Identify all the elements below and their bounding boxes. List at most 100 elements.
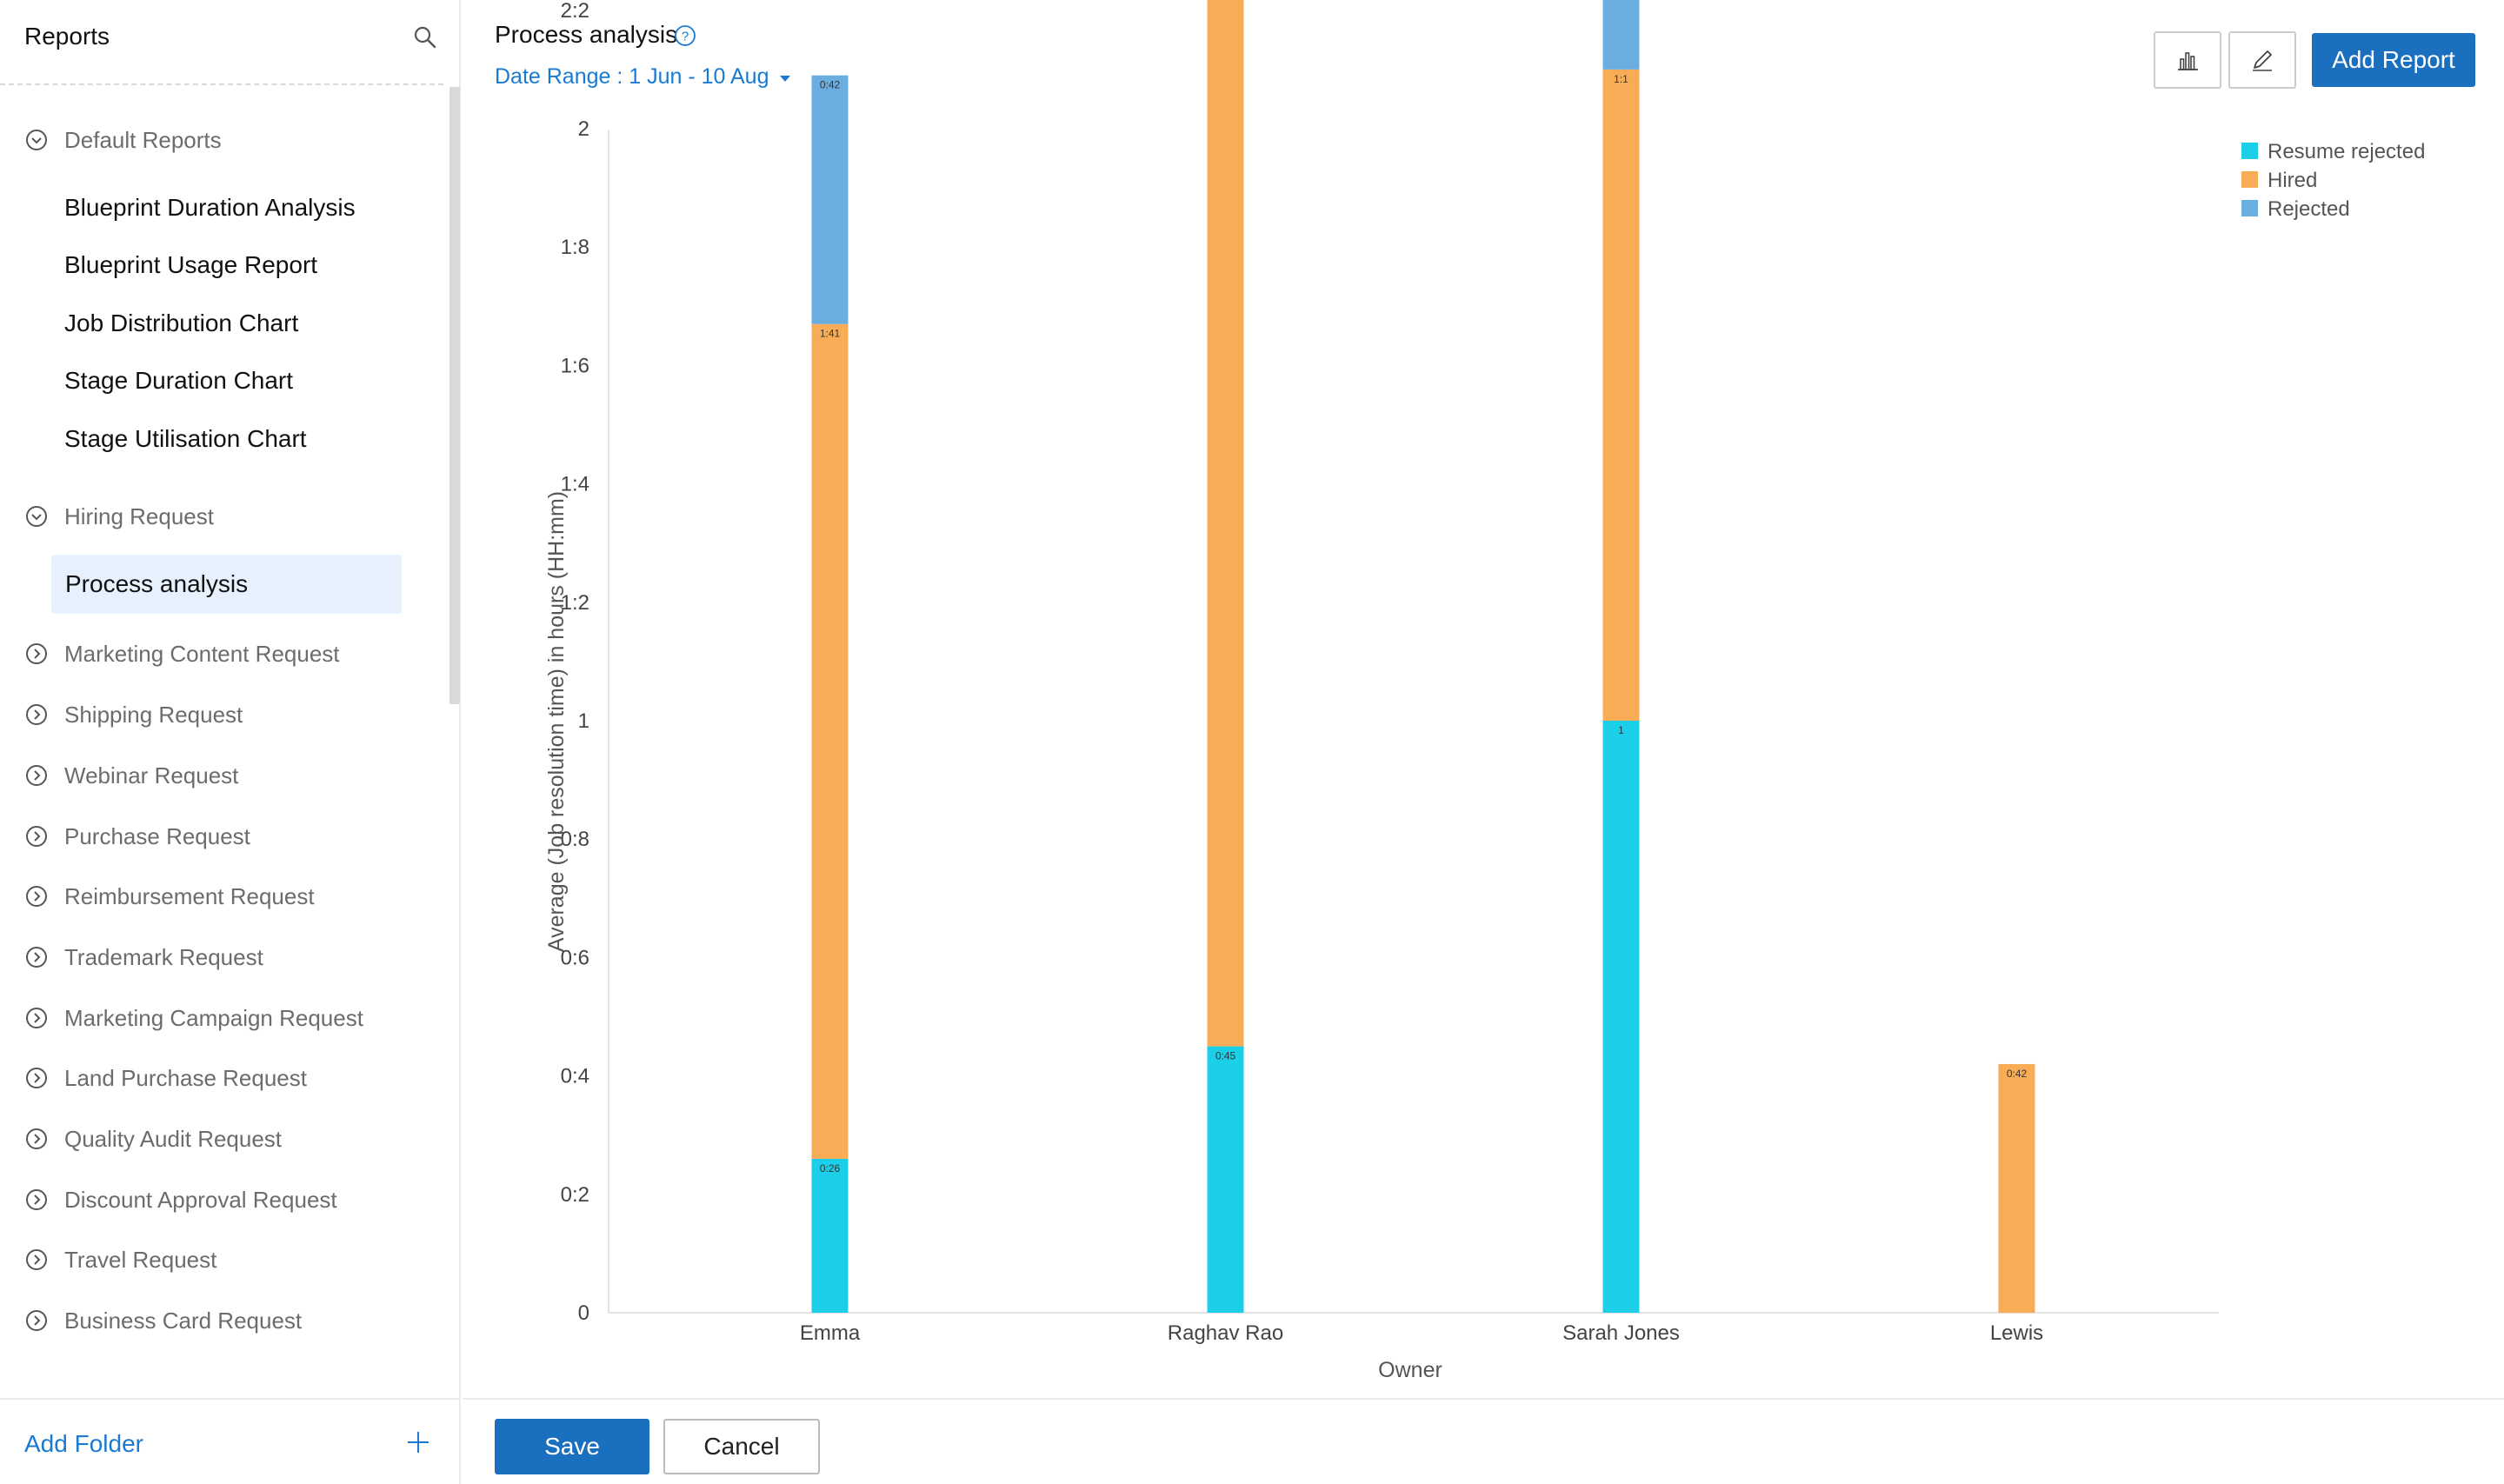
caret-down-icon <box>779 76 790 82</box>
folder-hiring-request[interactable]: Hiring Request <box>24 499 214 534</box>
data-label: 0:45 <box>1215 1050 1236 1062</box>
chevron-right-icon <box>26 704 47 725</box>
chevron-right-icon <box>26 1249 47 1270</box>
chart-bars <box>811 0 2035 1313</box>
y-tick-label: 0:8 <box>561 828 589 851</box>
folder-collapsed[interactable]: Travel Request <box>24 1242 216 1277</box>
folder-collapsed[interactable]: Reimbursement Request <box>24 879 315 914</box>
folder-label: Travel Request <box>64 1246 217 1273</box>
data-label: 1:41 <box>820 328 841 340</box>
y-tick-label: 1:4 <box>561 473 589 496</box>
folder-label: Shipping Request <box>64 701 243 728</box>
chevron-right-icon <box>26 826 47 847</box>
bar-chart-icon <box>2178 52 2198 70</box>
stacked-bar-chart: 00:20:40:60:811:21:41:61:822:22:42:62:83… <box>544 0 2425 1382</box>
folder-label: Quality Audit Request <box>64 1125 283 1152</box>
bar-segment <box>1207 0 1244 1047</box>
y-tick-label: 0:4 <box>561 1065 589 1088</box>
x-tick-label: Sarah Jones <box>1562 1321 1680 1345</box>
data-label: 1 <box>1618 724 1624 736</box>
legend-swatch <box>2241 171 2258 188</box>
folder-label: Hiring Request <box>64 502 214 529</box>
save-button[interactable]: Save <box>495 1419 649 1474</box>
sidebar-title: Reports <box>24 23 110 50</box>
folder-collapsed[interactable]: Trademark Request <box>24 940 263 975</box>
chart-legend: Resume rejected Hired Rejected <box>2241 140 2425 221</box>
folder-label: Marketing Campaign Request <box>64 1004 363 1031</box>
folder-label: Trademark Request <box>64 943 263 970</box>
folder-collapsed[interactable]: Webinar Request <box>24 758 238 793</box>
date-range-label: Date Range : 1 Jun - 10 Aug <box>495 64 769 89</box>
edit-button[interactable] <box>2228 31 2296 89</box>
y-tick-label: 2 <box>578 117 589 141</box>
bar-segment <box>1207 1046 1244 1313</box>
y-tick-label: 1:2 <box>561 591 589 615</box>
bar-segment <box>811 1158 849 1313</box>
legend-label: Resume rejected <box>2268 140 2425 163</box>
reports-sidebar: Reports Default Reports Blueprint Durati… <box>0 0 461 1484</box>
folder-collapsed[interactable]: Marketing Content Request <box>24 636 340 671</box>
bar-segment <box>811 323 849 1159</box>
add-report-button[interactable]: Add Report <box>2312 33 2475 87</box>
folder-label: Marketing Content Request <box>64 640 340 667</box>
folder-collapsed[interactable]: Business Card Request <box>24 1303 302 1338</box>
report-item[interactable]: Stage Duration Chart <box>64 367 294 394</box>
report-item-active[interactable]: Process analysis <box>51 555 402 614</box>
data-label: 1:1 <box>1614 73 1628 85</box>
y-tick-label: 2:2 <box>561 0 589 23</box>
legend-label: Rejected <box>2268 197 2350 221</box>
folder-collapsed[interactable]: Discount Approval Request <box>24 1182 337 1217</box>
date-range-dropdown[interactable]: Date Range : 1 Jun - 10 Aug <box>495 64 790 90</box>
folder-label: Webinar Request <box>64 762 239 789</box>
sidebar-scrollbar[interactable] <box>450 87 460 704</box>
folder-label: Business Card Request <box>64 1307 303 1334</box>
chevron-right-icon <box>26 1128 47 1149</box>
bar-segment <box>1602 69 1640 721</box>
sidebar-header: Reports <box>0 0 443 85</box>
chevron-right-icon <box>26 643 47 664</box>
chevron-down-icon <box>26 506 47 527</box>
y-tick-label: 0:2 <box>561 1183 589 1207</box>
y-axis-title: Average (Job resolution time) in hours (… <box>544 491 569 952</box>
folder-collapsed[interactable]: Land Purchase Request <box>24 1061 307 1095</box>
page-footer: Save Cancel <box>463 1398 2504 1484</box>
folder-collapsed[interactable]: Marketing Campaign Request <box>24 1001 363 1035</box>
search-icon[interactable] <box>412 24 438 50</box>
help-icon[interactable]: ? <box>674 24 696 47</box>
report-item[interactable]: Job Distribution Chart <box>64 309 299 336</box>
folder-label: Land Purchase Request <box>64 1064 307 1091</box>
svg-text:?: ? <box>682 30 689 44</box>
cancel-button[interactable]: Cancel <box>663 1419 820 1474</box>
data-label: 0:26 <box>820 1162 841 1175</box>
chart-type-button[interactable] <box>2154 31 2221 89</box>
folder-label: Default Reports <box>64 126 222 153</box>
folder-collapsed[interactable]: Shipping Request <box>24 697 243 732</box>
chart-axes <box>608 130 2219 1314</box>
y-tick-label: 1:6 <box>561 354 589 377</box>
folder-collapsed[interactable]: Quality Audit Request <box>24 1121 282 1156</box>
x-tick-label: Emma <box>800 1321 861 1345</box>
pencil-icon <box>2253 50 2272 71</box>
bar-segment <box>1602 0 1640 70</box>
y-tick-label: 1 <box>578 709 589 733</box>
chevron-right-icon <box>26 886 47 907</box>
folder-label: Purchase Request <box>64 822 250 849</box>
folder-collapsed[interactable]: Purchase Request <box>24 819 250 854</box>
page-title: Process analysis <box>495 21 678 48</box>
legend-swatch <box>2241 143 2258 159</box>
y-tick-label: 1:8 <box>561 236 589 259</box>
report-item[interactable]: Stage Utilisation Chart <box>64 425 307 452</box>
x-tick-label: Raghav Rao <box>1168 1321 1283 1345</box>
main-content: Process analysis ? Date Range : 1 Jun - … <box>463 0 2504 1484</box>
report-item[interactable]: Blueprint Usage Report <box>64 251 318 278</box>
chevron-right-icon <box>26 1008 47 1028</box>
chevron-right-icon <box>26 765 47 786</box>
chevron-right-icon <box>26 1310 47 1331</box>
chevron-down-icon <box>26 130 47 150</box>
folder-default-reports[interactable]: Default Reports <box>24 123 222 157</box>
plus-icon[interactable] <box>405 1429 431 1455</box>
add-folder-link[interactable]: Add Folder <box>24 1430 143 1457</box>
report-item[interactable]: Blueprint Duration Analysis <box>64 194 356 221</box>
chevron-right-icon <box>26 1068 47 1088</box>
chart-labels: 00:20:40:60:811:21:41:61:822:22:42:62:83… <box>561 0 2044 1345</box>
